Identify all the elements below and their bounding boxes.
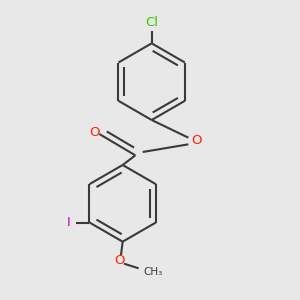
Text: Cl: Cl xyxy=(145,16,158,29)
Text: CH₃: CH₃ xyxy=(144,267,163,277)
Text: O: O xyxy=(89,126,100,139)
Text: O: O xyxy=(191,134,202,148)
Text: I: I xyxy=(67,216,71,229)
Text: O: O xyxy=(114,254,124,268)
